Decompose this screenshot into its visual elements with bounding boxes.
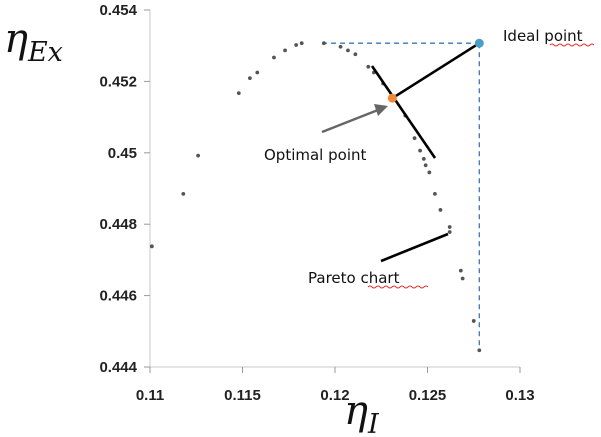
pareto-chart-label: Pareto chart [308, 269, 400, 287]
pareto-point [181, 191, 186, 196]
pareto-point [283, 48, 287, 53]
x-tick-label: 0.13 [505, 387, 534, 404]
pareto-point [421, 156, 426, 161]
pareto-point [248, 76, 252, 81]
pareto-point [423, 163, 428, 168]
pareto-point [236, 91, 241, 96]
front-tangent-line [370, 65, 437, 159]
x-tick-label: 0.115 [224, 387, 261, 404]
y-tick-label: 0.45 [108, 145, 137, 162]
pareto-point [447, 230, 452, 234]
optimal-point-marker [387, 93, 397, 103]
x-axis-label: ηI [344, 388, 380, 437]
x-tick-group: 0.11 0.115 0.12 0.125 0.13 [136, 367, 535, 404]
pareto-point [255, 70, 260, 75]
pareto-points [149, 41, 482, 353]
ideal-point-marker [474, 38, 484, 48]
ideal-to-optimal-line [391, 42, 480, 100]
pareto-point [346, 48, 350, 53]
pareto-pointer-line [380, 232, 449, 263]
pareto-point [427, 170, 432, 175]
y-tick-label: 0.454 [99, 2, 137, 19]
ideal-point-label: Ideal point [503, 27, 583, 45]
x-axis-label-subscript: I [367, 409, 380, 437]
optimal-arrow-shaft [321, 108, 379, 134]
pareto-point [477, 348, 482, 353]
pareto-point [471, 319, 476, 323]
optimal-arrow-head [374, 104, 388, 116]
pareto-point [418, 148, 422, 153]
x-tick-label: 0.11 [136, 387, 164, 404]
pareto-point [433, 191, 437, 196]
pareto-point [149, 244, 154, 249]
pareto-point [412, 136, 417, 141]
pareto-point [322, 41, 326, 46]
y-tick-label: 0.452 [99, 73, 137, 90]
y-tick-label: 0.448 [99, 216, 137, 233]
y-tick-label: 0.446 [99, 288, 137, 305]
pareto-point [196, 153, 201, 158]
optimal-point-label: Optimal point [264, 146, 366, 164]
y-tick-group: 0.444 0.446 0.448 0.45 0.452 0.454 [99, 2, 150, 376]
spellcheck-underline-ideal [549, 43, 595, 47]
x-axis-label-symbol: η [344, 388, 368, 434]
y-axis-label-symbol: η [4, 16, 28, 62]
pareto-point [294, 43, 299, 47]
pareto-point [366, 64, 371, 69]
x-tick-label: 0.12 [320, 387, 349, 404]
x-tick-label: 0.125 [409, 387, 447, 404]
pareto-point [353, 52, 358, 57]
y-tick-label: 0.444 [99, 359, 137, 376]
pareto-point [438, 208, 443, 212]
pareto-point [458, 268, 463, 273]
pareto-point [272, 55, 276, 60]
pareto-point [447, 225, 452, 229]
y-axis-label: ηEx [4, 16, 63, 68]
pareto-point [299, 41, 304, 46]
pareto-point [460, 276, 465, 281]
y-axis-label-subscript: Ex [27, 37, 63, 68]
pareto-point [338, 44, 343, 49]
spellcheck-underline-pareto [367, 285, 429, 289]
